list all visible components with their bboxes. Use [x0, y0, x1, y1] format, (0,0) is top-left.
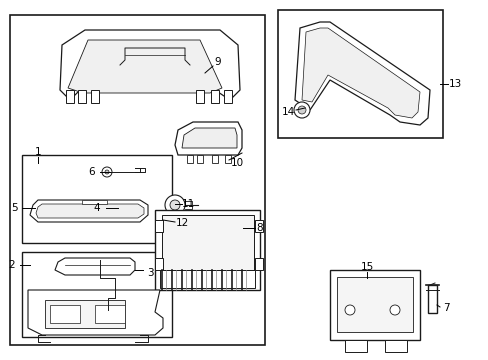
Text: 4: 4 [94, 203, 100, 213]
Text: 8: 8 [256, 223, 263, 233]
Text: 11: 11 [181, 199, 194, 209]
Text: 14: 14 [281, 107, 294, 117]
Polygon shape [175, 122, 242, 155]
Bar [10, 15, 264, 345]
Circle shape [102, 167, 112, 177]
Circle shape [170, 200, 180, 210]
Bar [329, 270, 419, 340]
Bar [345, 340, 366, 352]
Bar [254, 258, 263, 270]
Circle shape [164, 195, 184, 215]
Bar [254, 220, 263, 232]
Bar [22, 252, 172, 337]
Text: 13: 13 [447, 79, 461, 89]
Bar [95, 305, 125, 323]
Text: 12: 12 [175, 218, 188, 228]
Polygon shape [197, 155, 203, 163]
Polygon shape [66, 90, 74, 103]
Text: 7: 7 [442, 303, 448, 313]
Circle shape [389, 305, 399, 315]
Polygon shape [28, 290, 163, 335]
Circle shape [297, 106, 305, 114]
Text: 15: 15 [360, 262, 373, 272]
Bar [278, 10, 442, 138]
Bar [50, 305, 80, 323]
Bar [95, 258, 115, 270]
Polygon shape [212, 155, 218, 163]
Circle shape [105, 170, 109, 174]
Polygon shape [60, 30, 240, 100]
Bar [162, 215, 253, 270]
Circle shape [102, 307, 118, 323]
Bar [22, 155, 172, 243]
Polygon shape [68, 40, 222, 93]
Bar [384, 340, 406, 352]
Polygon shape [78, 90, 86, 103]
Text: 9: 9 [214, 57, 221, 67]
Bar [160, 270, 254, 288]
Bar [427, 285, 436, 313]
Bar [155, 220, 163, 232]
Bar [155, 210, 260, 290]
Bar [45, 300, 125, 328]
Polygon shape [302, 28, 419, 118]
Bar [82, 200, 107, 204]
Polygon shape [186, 155, 193, 163]
Text: 3: 3 [146, 268, 153, 278]
Circle shape [293, 102, 309, 118]
Text: 6: 6 [88, 167, 95, 177]
Polygon shape [182, 128, 237, 148]
Circle shape [107, 312, 113, 318]
Polygon shape [30, 200, 148, 222]
Text: 10: 10 [230, 158, 243, 168]
Polygon shape [210, 90, 219, 103]
Text: 1: 1 [35, 147, 41, 157]
Polygon shape [224, 155, 230, 163]
Bar [155, 258, 163, 270]
Polygon shape [36, 204, 143, 218]
Polygon shape [294, 22, 429, 125]
Polygon shape [224, 90, 231, 103]
Circle shape [345, 305, 354, 315]
Polygon shape [55, 258, 135, 275]
Polygon shape [91, 90, 99, 103]
Polygon shape [196, 90, 203, 103]
Text: 5: 5 [12, 203, 18, 213]
Text: 2: 2 [9, 260, 15, 270]
Bar [336, 277, 412, 332]
